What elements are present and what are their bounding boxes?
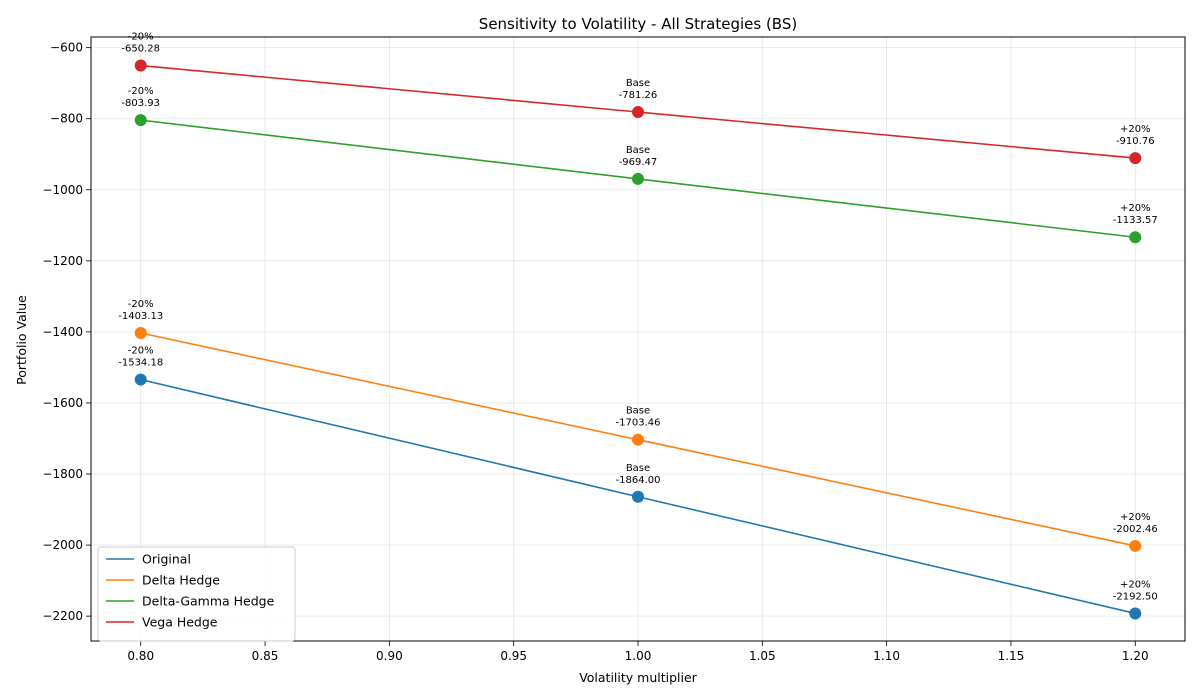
y-tick-label: −2000 xyxy=(42,538,83,552)
chart-title: Sensitivity to Volatility - All Strategi… xyxy=(479,15,797,33)
point-tag-label: -20% xyxy=(128,86,154,97)
y-tick-label: −1000 xyxy=(42,183,83,197)
point-value-label: -1703.46 xyxy=(616,418,661,429)
y-tick-label: −1400 xyxy=(42,325,83,339)
data-point-marker xyxy=(1129,231,1142,244)
series-group xyxy=(134,59,1142,620)
legend: Original Delta Hedge Delta-Gamma Hedge Vega… xyxy=(97,546,296,642)
point-value-label: -1864.00 xyxy=(616,475,661,486)
x-axis-label: Volatility multiplier xyxy=(579,670,697,685)
point-value-label: -2002.46 xyxy=(1113,524,1158,535)
data-point-marker xyxy=(632,490,644,503)
legend-entry: Delta-Gamma Hedge xyxy=(142,594,275,609)
data-point-marker xyxy=(134,373,147,386)
data-point-marker xyxy=(1129,152,1142,165)
point-value-label: -2192.50 xyxy=(1113,591,1158,602)
x-tick-label: 0.80 xyxy=(127,649,154,663)
point-value-label: -803.93 xyxy=(121,98,160,109)
x-tick-label: 1.20 xyxy=(1122,649,1149,663)
data-labels: -20%-1534.18Base-1864.00+20%-2192.50-20%… xyxy=(118,32,1158,603)
point-tag-label: -20% xyxy=(128,32,154,43)
grid xyxy=(91,37,1185,641)
point-value-label: -1133.57 xyxy=(1113,215,1158,226)
point-tag-label: -20% xyxy=(128,346,154,357)
data-point-marker xyxy=(632,106,644,119)
y-tick-label: −800 xyxy=(50,112,83,126)
x-tick-label: 1.15 xyxy=(998,649,1025,663)
y-tick-label: −600 xyxy=(50,41,83,55)
point-value-label: -1534.18 xyxy=(118,358,163,369)
point-tag-label: +20% xyxy=(1120,512,1151,523)
legend-entry: Vega Hedge xyxy=(142,615,218,630)
x-tick-label: 0.85 xyxy=(252,649,279,663)
point-value-label: -781.26 xyxy=(619,90,658,101)
data-point-marker xyxy=(1129,607,1142,620)
x-tick-label: 1.05 xyxy=(749,649,776,663)
legend-entry: Original xyxy=(142,552,191,567)
point-tag-label: Base xyxy=(626,406,650,417)
x-tick-label: 1.10 xyxy=(873,649,900,663)
data-point-marker xyxy=(134,327,147,340)
point-tag-label: Base xyxy=(626,145,650,156)
point-tag-label: -20% xyxy=(128,299,154,310)
axis-ticks: 0.80 0.85 0.90 0.95 1.00 1.05 1.10 1.15 1.20 −600… xyxy=(42,41,1148,663)
point-tag-label: Base xyxy=(626,463,650,474)
x-tick-label: 1.00 xyxy=(625,649,652,663)
data-point-marker xyxy=(632,433,644,446)
y-tick-label: −1600 xyxy=(42,396,83,410)
legend-entry: Delta Hedge xyxy=(142,573,220,588)
point-value-label: -650.28 xyxy=(121,44,160,55)
y-tick-label: −2200 xyxy=(42,609,83,623)
point-value-label: -910.76 xyxy=(1116,136,1155,147)
y-axis-label: Portfolio Value xyxy=(14,295,29,385)
y-tick-label: −1200 xyxy=(42,254,83,268)
point-tag-label: Base xyxy=(626,78,650,89)
point-value-label: -1403.13 xyxy=(118,311,163,322)
point-tag-label: +20% xyxy=(1120,203,1151,214)
point-value-label: -969.47 xyxy=(619,157,658,168)
legend-box xyxy=(97,546,296,642)
y-tick-label: −1800 xyxy=(42,467,83,481)
x-tick-label: 0.95 xyxy=(500,649,527,663)
data-point-marker xyxy=(134,59,147,72)
data-point-marker xyxy=(1129,539,1142,552)
x-tick-label: 0.90 xyxy=(376,649,403,663)
data-point-marker xyxy=(632,172,644,185)
point-tag-label: +20% xyxy=(1120,124,1151,135)
data-point-marker xyxy=(134,114,147,127)
point-tag-label: +20% xyxy=(1120,579,1151,590)
